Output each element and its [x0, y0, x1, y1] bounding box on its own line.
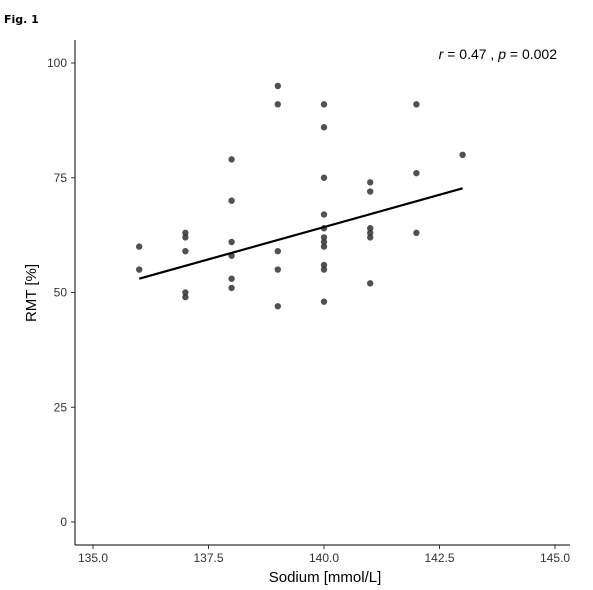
- data-point: [320, 298, 328, 305]
- data-point: [413, 229, 420, 237]
- data-point: [228, 284, 235, 292]
- data-point: [320, 243, 328, 250]
- figure-label: Fig. 1: [4, 13, 39, 26]
- r-value: = 0.47 ,: [443, 46, 498, 62]
- p-symbol: p: [497, 46, 506, 62]
- regression-line: [138, 187, 463, 280]
- x-axis-title: Sodium [mmol/L]: [269, 569, 382, 586]
- data-point: [228, 275, 235, 282]
- x-tick-label: 135.0: [78, 551, 108, 565]
- y-axis-title: RMT [%]: [23, 264, 40, 322]
- data-point: [136, 266, 143, 273]
- correlation-annotation: r = 0.47 , p = 0.002: [439, 46, 558, 62]
- data-point: [367, 280, 374, 287]
- data-point: [367, 225, 374, 232]
- data-point: [367, 188, 374, 195]
- data-point: [320, 124, 328, 131]
- data-point: [274, 303, 281, 310]
- r-symbol: r: [439, 46, 445, 62]
- x-tick-label: 140.0: [309, 551, 339, 565]
- axes: [74, 40, 570, 546]
- data-point: [274, 266, 281, 273]
- y-tick-label: 100: [47, 56, 67, 70]
- data-point: [228, 197, 235, 204]
- x-tick-label: 137.5: [193, 551, 223, 565]
- data-point: [274, 247, 281, 255]
- data-point: [182, 289, 189, 296]
- data-point: [274, 101, 281, 108]
- data-point: [320, 238, 328, 246]
- data-point: [228, 238, 235, 246]
- data-point: [182, 293, 189, 301]
- y-tick-label: 75: [54, 171, 68, 185]
- data-point: [228, 156, 235, 163]
- x-ticks: 135.0 137.5 140.0 142.5 145.0: [78, 545, 570, 565]
- data-point: [274, 82, 281, 90]
- y-ticks: 0 25 50 75 100: [47, 56, 75, 529]
- y-tick-label: 25: [54, 400, 68, 414]
- data-points: [136, 82, 466, 310]
- y-tick-label: 0: [60, 515, 67, 529]
- data-point: [413, 169, 420, 177]
- data-point: [367, 234, 374, 241]
- data-point: [182, 234, 189, 241]
- y-tick-label: 50: [54, 286, 68, 300]
- data-point: [413, 101, 420, 108]
- data-point: [182, 229, 189, 237]
- data-point: [320, 174, 328, 181]
- data-point: [367, 179, 374, 186]
- p-value: = 0.002: [506, 46, 557, 62]
- data-point: [320, 101, 328, 108]
- data-point: [320, 211, 328, 218]
- data-point: [459, 151, 466, 158]
- data-point: [320, 266, 328, 273]
- data-point: [367, 229, 374, 237]
- data-point: [182, 247, 189, 255]
- data-point: [136, 243, 143, 250]
- x-tick-label: 142.5: [424, 551, 454, 565]
- x-tick-label: 145.0: [540, 551, 570, 565]
- data-point: [320, 234, 328, 241]
- data-point: [320, 261, 328, 269]
